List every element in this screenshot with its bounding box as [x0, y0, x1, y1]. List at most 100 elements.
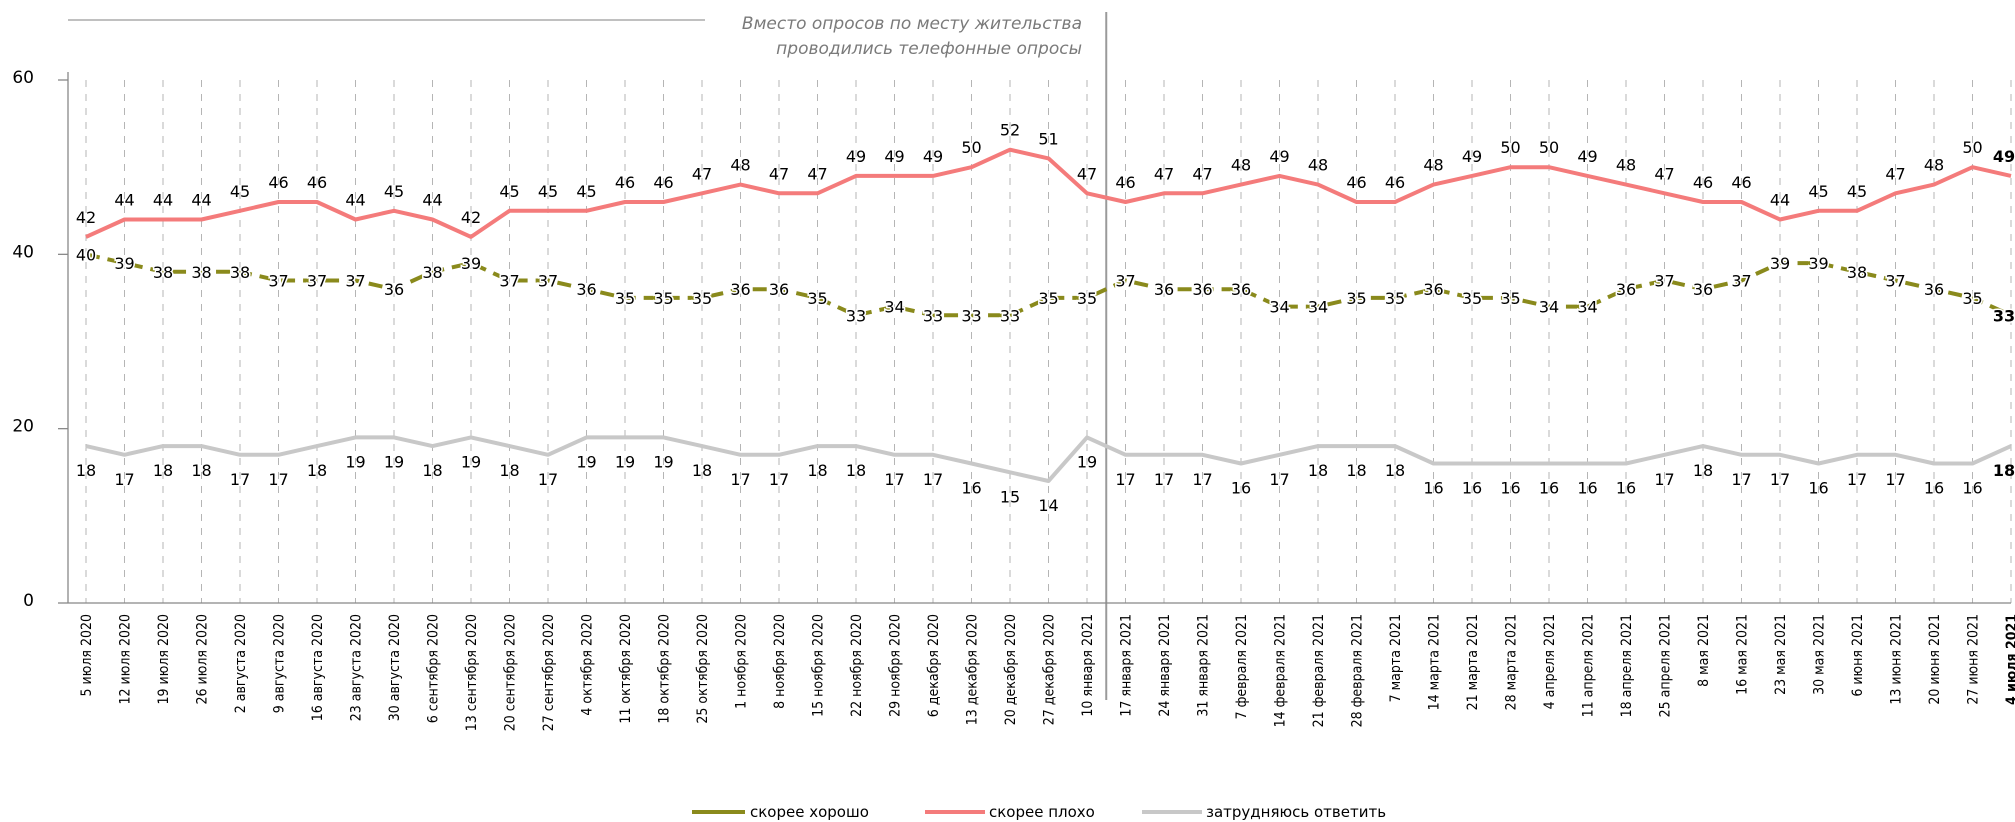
data-label-bad: 45 [1808, 182, 1828, 201]
data-label-bad: 48 [1231, 156, 1251, 175]
data-label-bad: 46 [615, 173, 635, 192]
data-label-good: 38 [422, 263, 442, 282]
data-label-hard: 17 [1654, 470, 1674, 489]
data-label-good: 37 [538, 271, 558, 290]
data-label-good: 35 [615, 289, 635, 308]
data-label-hard: 14 [1038, 496, 1058, 515]
data-label-good: 36 [769, 280, 789, 299]
x-tick-label: 4 октября 2020 [580, 614, 596, 716]
x-tick-label: 7 февраля 2021 [1234, 614, 1250, 719]
x-tick-label: 18 октября 2020 [657, 614, 673, 724]
data-label-hard: 16 [961, 479, 981, 498]
legend-label-hard: затрудняюсь ответить [1206, 803, 1386, 821]
y-tick-label: 0 [23, 591, 34, 611]
series-line-bad [85, 147, 2012, 239]
x-tick-label: 21 марта 2021 [1465, 614, 1481, 710]
data-label-bad: 49 [846, 147, 866, 166]
data-label-bad: 50 [1962, 138, 1982, 157]
x-tick-label: 29 ноября 2020 [888, 614, 904, 717]
data-label-good: 38 [191, 263, 211, 282]
x-tick-label: 10 января 2021 [1080, 614, 1096, 717]
annotation-line-2: проводились телефонные опросы [776, 39, 1082, 59]
data-label-good: 35 [1077, 289, 1097, 308]
data-label-bad: 49 [1269, 147, 1289, 166]
data-label-hard: 17 [730, 470, 750, 489]
series-line-hard [85, 435, 2012, 483]
data-label-bad: 47 [769, 164, 789, 183]
data-label-good: 36 [1616, 280, 1636, 299]
data-label-hard: 19 [384, 452, 404, 471]
data-label-bad: 47 [1885, 164, 1905, 183]
data-label-good: 35 [807, 289, 827, 308]
legend-item-hard: затрудняюсь ответить [1142, 803, 1386, 821]
data-label-bad: 44 [153, 190, 173, 209]
data-label-bad: 48 [1924, 156, 1944, 175]
data-label-good: 37 [1654, 271, 1674, 290]
x-tick-label: 20 сентября 2020 [503, 614, 519, 731]
data-label-bad: 46 [653, 173, 673, 192]
annotation: Вместо опросов по месту жительства прово… [68, 14, 1082, 59]
x-tick-label: 16 мая 2021 [1735, 614, 1751, 695]
data-label-hard: 18 [307, 461, 327, 480]
data-label-hard: 17 [1847, 470, 1867, 489]
data-label-hard: 16 [1962, 479, 1982, 498]
data-label-good: 36 [576, 280, 596, 299]
annotation-line-1: Вместо опросов по месту жительства [742, 14, 1082, 34]
legend-item-good: скорее хорошо [692, 803, 869, 821]
data-label-good: 36 [1693, 280, 1713, 299]
data-label-hard: 17 [1770, 470, 1790, 489]
data-label-hard: 16 [1577, 479, 1597, 498]
legend: скорее хорошо скорее плохо затрудняюсь о… [692, 803, 1386, 821]
data-label-hard: 19 [576, 452, 596, 471]
data-labels: 40 39 38 38 38 37 37 37 36 38 39 37 37 36 35 35 35 36 36 35… [74, 121, 2015, 515]
data-label-good: 40 [76, 245, 96, 264]
x-tick-label: 13 сентября 2020 [464, 614, 480, 731]
data-label-good: 33 [961, 306, 981, 325]
data-label-good: 33 [1993, 306, 2015, 325]
data-label-hard: 17 [1154, 470, 1174, 489]
data-label-good: 35 [1346, 289, 1366, 308]
x-tick-label: 27 сентября 2020 [541, 614, 557, 731]
x-tick-label: 27 декабря 2020 [1042, 614, 1058, 725]
data-label-hard: 17 [268, 470, 288, 489]
data-label-good: 35 [1962, 289, 1982, 308]
data-label-good: 36 [1192, 280, 1212, 299]
data-label-bad: 49 [884, 147, 904, 166]
data-label-bad: 47 [1654, 164, 1674, 183]
x-tick-label: 23 мая 2021 [1773, 614, 1789, 695]
data-label-bad: 49 [1993, 147, 2015, 166]
x-tick-label: 30 августа 2020 [387, 614, 403, 721]
data-label-bad: 44 [345, 190, 365, 209]
data-label-good: 34 [1577, 298, 1597, 317]
data-label-bad: 45 [576, 182, 596, 201]
series-layer [85, 147, 2012, 483]
data-label-hard: 18 [1693, 461, 1713, 480]
x-tick-label: 13 июня 2021 [1889, 614, 1905, 705]
legend-item-bad: скорее плохо [925, 803, 1095, 821]
data-label-good: 38 [230, 263, 250, 282]
x-tick-label: 20 июня 2021 [1927, 614, 1943, 705]
data-label-bad: 52 [1000, 121, 1020, 140]
data-label-good: 34 [884, 298, 904, 317]
data-label-good: 34 [1269, 298, 1289, 317]
data-label-bad: 44 [114, 190, 134, 209]
data-label-bad: 46 [1346, 173, 1366, 192]
x-tick-label: 21 февраля 2021 [1311, 614, 1327, 727]
data-label-hard: 18 [191, 461, 211, 480]
x-tick-label: 8 ноября 2020 [772, 614, 788, 709]
data-label-hard: 17 [1115, 470, 1135, 489]
data-label-good: 37 [499, 271, 519, 290]
data-label-good: 35 [1462, 289, 1482, 308]
data-label-good: 36 [1154, 280, 1174, 299]
data-label-hard: 19 [1077, 452, 1097, 471]
data-label-hard: 19 [615, 452, 635, 471]
x-tick-label: 11 октября 2020 [618, 614, 634, 724]
data-label-bad: 47 [1154, 164, 1174, 183]
data-label-good: 34 [1308, 298, 1328, 317]
data-label-bad: 49 [1462, 147, 1482, 166]
data-label-bad: 45 [384, 182, 404, 201]
x-tick-label: 13 декабря 2020 [965, 614, 981, 725]
data-label-hard: 16 [1500, 479, 1520, 498]
data-label-good: 37 [268, 271, 288, 290]
data-label-good: 36 [1423, 280, 1443, 299]
